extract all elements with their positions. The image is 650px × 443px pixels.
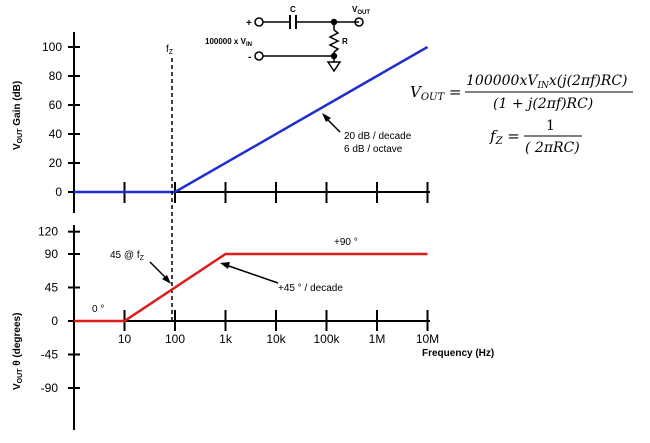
phase-y-tick-label: 0 [51,314,58,328]
phase-x-tick-label: 1k [219,332,233,346]
fz-equation: fZ = 1 ( 2πRC) [489,118,582,156]
vout-eq-lhs: VOUT = [410,83,461,103]
rc-circuit [254,15,364,73]
phase-x-tick-label: 100k [313,332,340,346]
phase-slope-arrow [225,264,279,284]
phase-slope-arrowhead [220,262,230,269]
gain-slope-label-2: 6 dB / octave [344,144,403,155]
gain-series-line [74,45,429,194]
phase-x-tick-label: 10k [266,332,286,346]
phase-plot: 120 90 45 0 -45 -90 10 100 1k 10k 100k 1M 10M VOUT … [12,225,494,430]
gain-y-tick-label: 0 [55,185,62,199]
circuit-plus-label: + [246,18,252,29]
fz-eq-lhs: fZ = [489,127,520,147]
fz-phase-arrow [149,261,168,280]
ground-node-dot [330,52,338,60]
phase-y-tick-label: -90 [41,381,59,395]
fz-phase-label: 45 @ fZ [110,250,145,262]
gain-slope-label-1: 20 dB / decade [344,131,412,142]
circuit-cap-label: C [290,5,296,14]
gain-y-tick-label: 20 [49,156,63,170]
vout-equation: VOUT = 100000xVINx(j(2πf)RC) (1 + j(2πf)… [410,73,633,112]
output-terminal [354,17,364,27]
phase-x-tick-label: 10M [416,332,439,346]
phase-series-line [74,252,428,323]
gain-slope-arrowhead [322,113,331,122]
gain-y-tick-label: 80 [49,69,63,83]
gain-y-label: VOUT Gain (dB) [12,81,24,150]
phase-ninety-label: +90 ° [334,237,358,248]
circuit-source-label: 100000 x VIN [205,37,252,48]
phase-zero-label: 0 ° [92,304,104,315]
circuit-vout-label: VOUT [352,5,370,16]
phase-y-tick-label: 45 [45,281,59,295]
phase-x-tick-label: 10 [118,332,132,346]
gain-y-tick-label: 100 [42,40,62,54]
phase-x-label: Frequency (Hz) [422,348,494,359]
phase-x-tick-label: 1M [369,332,386,346]
resistor [328,29,340,53]
input-minus-terminal [254,51,264,61]
circuit-minus-label: - [248,52,251,63]
gain-y-tick-label: 60 [49,98,63,112]
fz-eq-numerator: 1 [546,118,555,134]
gain-y-tick-label: 40 [49,127,63,141]
gain-plot: 0 20 40 60 80 100 VOUT Gain (dB) 20 dB / deca… [12,32,430,213]
vout-eq-denominator: (1 + j(2πf)RC) [493,96,593,112]
circuit-res-label: R [342,37,348,46]
input-plus-terminal [254,17,264,27]
phase-y-tick-label: -45 [41,348,59,362]
phase-y-tick-label: 90 [45,247,59,261]
phase-y-label: VOUT θ (degrees) [12,313,24,390]
phase-y-tick-label: 120 [38,225,58,239]
fz-phase-arrowhead [162,275,171,284]
fz-label: fZ [166,44,174,56]
gain-slope-arrow [325,117,341,133]
vout-eq-numerator: 100000xVINx(j(2πf)RC) [466,73,628,91]
ground-symbol [326,61,342,73]
fz-eq-denominator: ( 2πRC) [525,140,580,156]
phase-x-tick-label: 100 [165,332,185,346]
phase-slope-label: +45 ° / decade [278,283,343,294]
